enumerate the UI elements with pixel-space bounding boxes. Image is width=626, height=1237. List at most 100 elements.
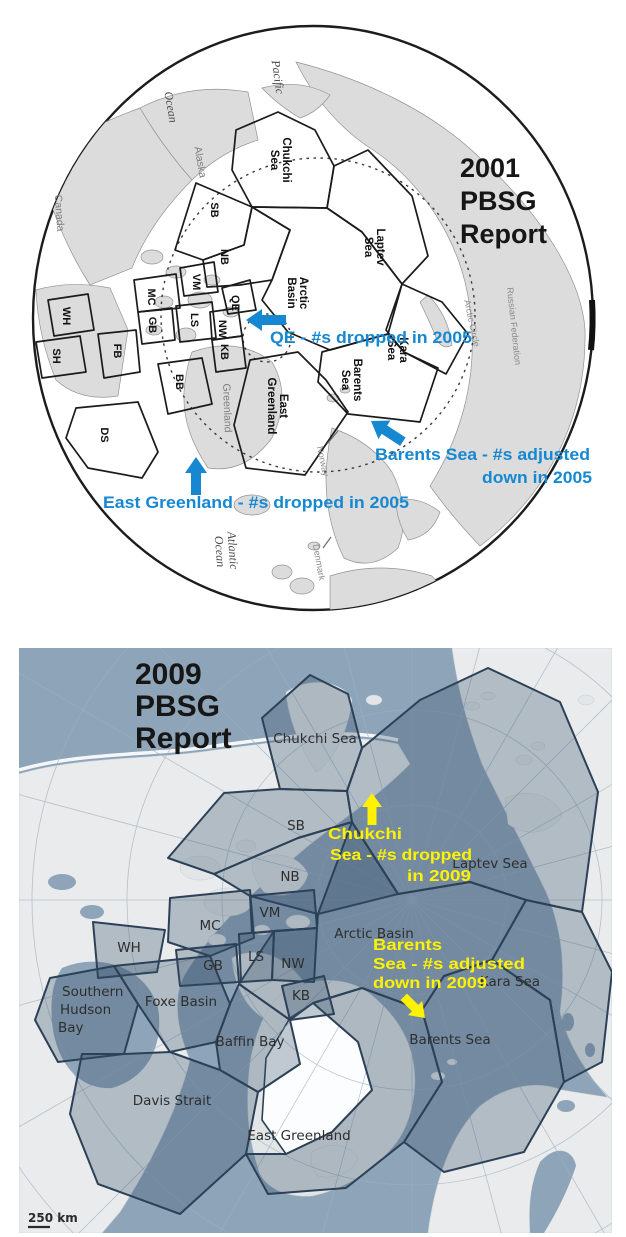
annotation-barents-2001: Barents Sea - #s adjusted down in 2005: [371, 420, 592, 487]
region-vm-outline: [179, 261, 219, 297]
map-edge-mark: [588, 299, 596, 351]
label-sb-2001: SB: [208, 202, 220, 217]
region-kb-2009: [281, 975, 335, 1021]
label-atlantic-ocean: AtlanticOcean: [212, 530, 242, 571]
greenland-landmass: [183, 345, 283, 470]
dotted-boundary-ring: [242, 313, 292, 363]
qe-arrow-icon: [246, 309, 286, 331]
scale-bar-label: 250 km: [28, 1211, 78, 1225]
label-nw-2001: NW: [216, 320, 228, 339]
barents-annotation-2009-line3: down in 2009: [373, 975, 487, 992]
novaya-zemlya: [419, 294, 453, 348]
graticule-meridian: [219, 899, 413, 1233]
label-nb-2001: NB: [218, 249, 230, 265]
label-ocean: Ocean: [161, 90, 180, 123]
title-2009: 2009 PBSG Report: [135, 658, 232, 755]
arctic-island: [140, 249, 164, 265]
graticule-meridian: [266, 648, 413, 901]
arctic-circle-dotted-line: [160, 157, 476, 473]
annotation-barents-2009: Barents Sea - #s adjusted down in 2009: [373, 937, 525, 1018]
label-mc-2009: MC: [199, 918, 220, 934]
region-mc-outline: [133, 273, 181, 313]
graticule-meridian: [322, 899, 413, 1233]
russia-landmass: [295, 61, 586, 547]
region-ds-outline: [65, 401, 159, 479]
graticule-meridian: [411, 899, 502, 1233]
label-vm-2009: VM: [260, 905, 281, 921]
title-2001-line1: 2001: [460, 153, 520, 183]
graticule-parallel: [316, 804, 508, 996]
label-arctic-basin-2009: Arctic Basin: [334, 926, 414, 942]
label-barents-sea-2009: Barents Sea: [409, 1032, 490, 1048]
canada-landmass-south: [35, 284, 129, 398]
label-sb-2009: SB: [287, 818, 305, 834]
iceland-2009: [310, 1145, 359, 1178]
graticule-parallel: [126, 648, 612, 1186]
label-alaska: Alaska: [191, 146, 208, 179]
siberian-island: [577, 694, 595, 706]
title-2009-line1: 2009: [135, 658, 202, 691]
map-content-2009: [19, 648, 612, 1233]
taymyr-peninsula: [504, 793, 563, 833]
title-2001-line3: Report: [460, 219, 547, 249]
barents-annotation-line2: down in 2005: [482, 468, 592, 487]
label-foxe-basin-2009: Foxe Basin: [145, 994, 217, 1010]
region-gb-outline: [137, 307, 176, 345]
label-chukchi-sea-2001: ChukchiSea: [268, 137, 292, 182]
label-east-greenland-2009: East Greenland: [247, 1128, 350, 1144]
region-gb-2009: [175, 943, 240, 987]
label-baffin-bay-2009: Baffin Bay: [216, 1034, 285, 1050]
label-qe-2001: QE: [229, 295, 241, 311]
region-wh-outline: [47, 293, 95, 337]
annotation-east-greenland-2001: East Greenland - #s dropped in 2005: [103, 457, 409, 512]
label-laptev-sea-2001: LaptevSea: [362, 228, 386, 266]
graticule-meridian: [78, 899, 413, 1233]
east-greenland-arrow-icon: [185, 457, 207, 495]
graticule-meridian: [19, 899, 413, 1128]
british-isles: [271, 564, 293, 580]
label-wh-2009: WH: [117, 940, 141, 956]
title-2009-line3: Report: [135, 722, 232, 755]
chukotka-landmass: [261, 83, 331, 119]
region-mc-2009: [167, 889, 255, 957]
new-siberian-island: [480, 691, 496, 701]
label-ds-2001: DS: [98, 427, 110, 442]
arctic-island: [235, 839, 257, 853]
graticule-meridian: [19, 794, 413, 901]
banks-island: [179, 855, 221, 881]
label-vm-2001: VM: [190, 274, 202, 291]
label-wh-2001: WH: [60, 307, 72, 325]
label-nb-2009: NB: [280, 869, 299, 885]
region-davis-strait-2009: [69, 1051, 259, 1215]
barents-arrow-2009-icon: [400, 993, 425, 1018]
label-laptev-sea-2009: Laptev Sea: [452, 856, 527, 872]
scale-bar: 250 km: [28, 1211, 78, 1229]
annotation-chukchi-2009: Chukchi Sea - #s dropped in 2009: [328, 793, 472, 885]
barents-annotation-2009-line2: Sea - #s adjusted: [373, 956, 525, 973]
label-southern-hudson-bay-2009: Southern Hudson Bay: [58, 984, 123, 1036]
region-ls-outline: [175, 301, 217, 343]
graticule-meridian: [344, 648, 413, 901]
label-fb-2001: FB: [111, 344, 123, 359]
label-gb-2009: GB: [203, 958, 223, 974]
chukchi-annotation-line1: Chukchi: [328, 826, 402, 843]
chukchi-annotation-line2: Sea - #s dropped: [330, 847, 472, 864]
graticule-meridian: [411, 899, 612, 954]
qe-annotation-text: QE - #s dropped in 2005: [270, 328, 472, 347]
graticule-meridian: [411, 648, 480, 901]
severnaya-zemlya: [530, 741, 546, 751]
barents-annotation-line1: Barents Sea - #s adjusted: [375, 445, 590, 464]
svalbard: [339, 386, 351, 394]
label-chukchi-sea-2009: Chukchi Sea: [273, 731, 357, 747]
lake: [585, 1043, 595, 1057]
label-east-greenland-2001: EastGreenland: [265, 378, 289, 435]
label-kb-2001: KB: [218, 344, 230, 360]
region-qe-outline: [221, 279, 257, 315]
label-barents-sea-2001: BarentsSea: [339, 359, 363, 402]
label-kara-sea-2001: KaraSea: [385, 337, 409, 363]
barents-arrow-icon: [371, 420, 406, 446]
chukchi-arrow-icon: [362, 793, 382, 825]
region-east-greenland-outline: [233, 351, 349, 476]
label-mc-2001: MC: [145, 288, 157, 305]
